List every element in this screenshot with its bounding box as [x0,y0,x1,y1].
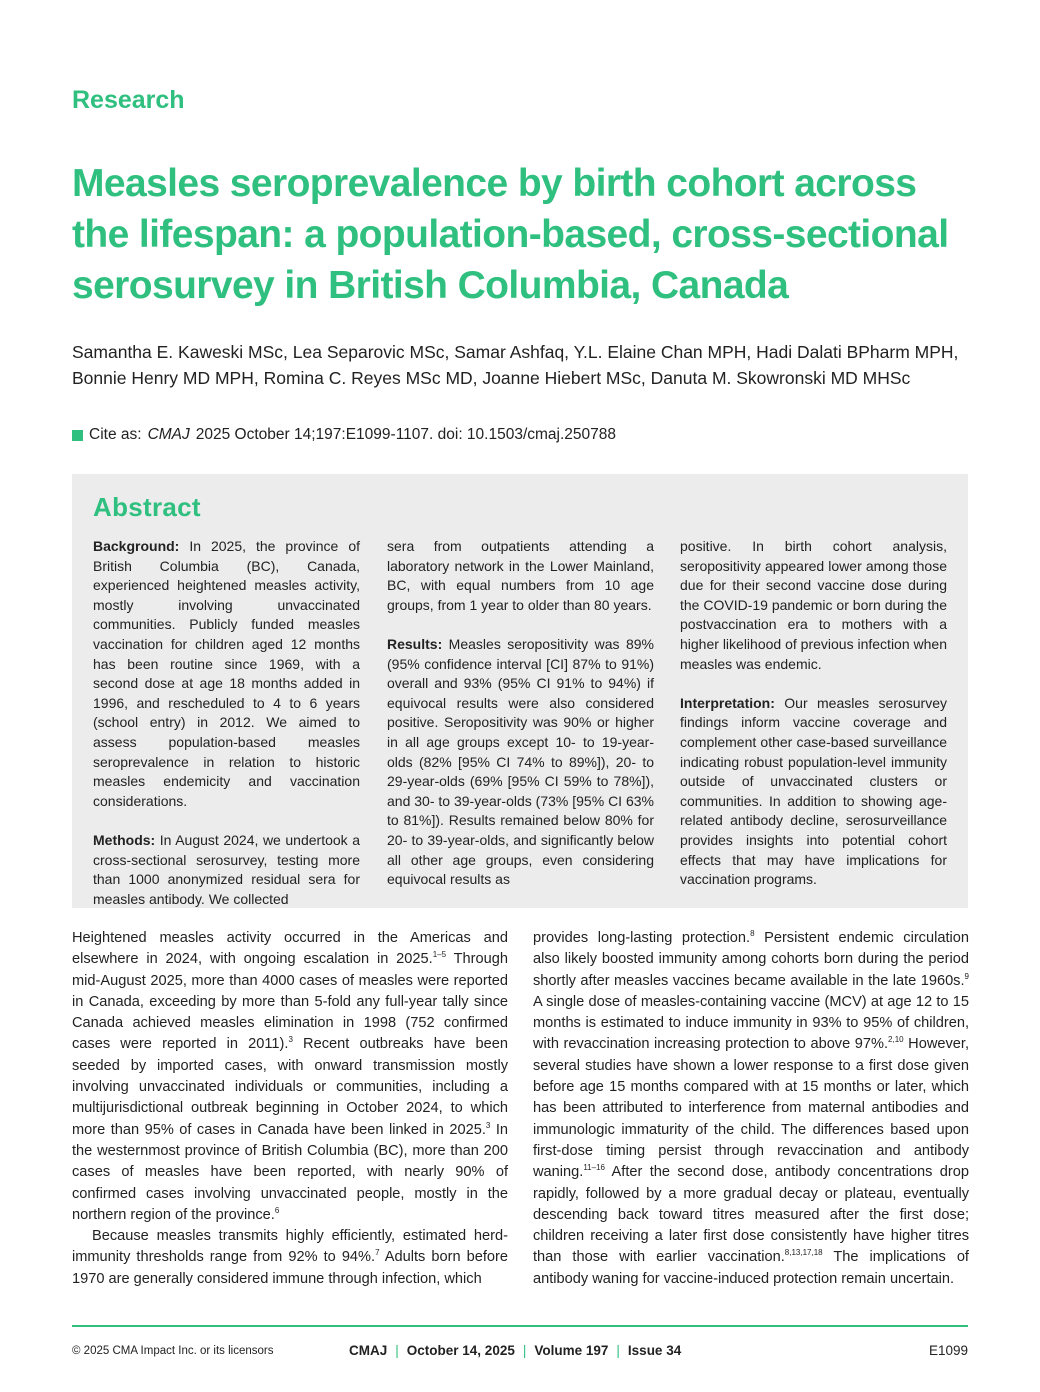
abstract-paragraph: positive. In birth cohort analysis, sero… [680,537,947,674]
body-text: However, several studies have shown a lo… [533,1036,970,1181]
body-paragraph: Heightened measles activity occurred in … [72,928,508,1226]
abstract-column: sera from outpatients attending a labora… [387,537,654,909]
abstract-text: Our measles serosurvey findings inform v… [680,694,947,888]
journal-meta: CMAJ | October 14, 2025 | Volume 197 | I… [349,1343,681,1358]
body-text: Persistent endemic circulation also like… [533,930,969,989]
abstract-paragraph: Interpretation: Our measles serosurvey f… [680,694,947,890]
body-text: In the westernmost province of British C… [72,1121,508,1223]
reference-superscript: 3 [288,1035,293,1045]
title-line: the lifespan: a population-based, cross-… [72,213,949,256]
author-list: Samantha E. Kaweski MSc, Lea Separovic M… [72,342,959,388]
abstract-paragraph: Results: Measles seropositivity was 89% … [387,635,654,890]
abstract-section-label: Methods: [93,831,156,848]
body-text: provides long-lasting protection. [533,930,751,946]
abstract-text: In 2025, the province of British Columbi… [93,538,360,809]
footer-issue: Issue 34 [627,1343,682,1358]
body-text: After the second dose, antibody concentr… [533,1164,969,1266]
cite-details: 2025 October 14;197:E1099-1107. doi: 10.… [195,426,617,443]
abstract-column: Background: In 2025, the province of Bri… [93,537,360,929]
green-square-bullet-icon [72,429,83,441]
article-title: Measles seroprevalence by birth cohort a… [72,158,949,311]
abstract-text: Measles seropositivity was 89% (95% conf… [387,635,654,888]
separator: | [616,1343,620,1358]
title-line: Measles seroprevalence by birth cohort a… [72,162,917,205]
abstract-heading: Abstract [93,492,201,522]
section-label: Research [72,86,185,114]
reference-superscript: 8,13,17,18 [784,1248,823,1258]
body-column: Heightened measles activity occurred in … [72,928,508,1290]
body-text: Because measles transmits highly efficie… [72,1228,508,1266]
abstract-paragraph: Background: In 2025, the province of Bri… [93,537,360,811]
body-column: provides long-lasting protection.8 Persi… [533,928,969,1290]
reference-superscript: 6 [274,1205,280,1215]
reference-superscript: 1–5 [432,950,447,960]
reference-superscript: 2,10 [888,1035,904,1045]
footer-date: October 14, 2025 [406,1343,515,1358]
body-text: Through mid-August 2025, more than 4000 … [72,951,508,1053]
abstract-section-label: Background: [93,538,180,554]
title-line: serosurvey in British Columbia, Canada [72,264,789,307]
separator: | [522,1343,527,1358]
abstract-text: In August 2024, we undertook a cross-sec… [93,831,360,907]
copyright: © 2025 CMA Impact Inc. or its licensors [72,1345,274,1357]
abstract-column: positive. In birth cohort analysis, sero… [680,537,947,909]
body-text: Recent outbreaks have been seeded by imp… [72,1036,508,1138]
footer-volume: Volume 197 [534,1343,609,1358]
reference-superscript: 8 [750,929,755,938]
abstract-paragraph: sera from outpatients attending a labora… [387,537,654,615]
reference-superscript: 3 [485,1120,491,1130]
body-text: Adults born before 1970 are generally co… [72,1249,508,1287]
abstract-section-label: Results: [387,635,443,652]
abstract-box: Abstract Background: In 2025, the provin… [72,474,968,908]
abstract-section-label: Interpretation: [680,694,775,711]
abstract-text: positive. In birth cohort analysis, sero… [680,538,947,672]
abstract-text: sera from outpatients attending a labora… [387,538,654,613]
footer-divider [72,1325,968,1327]
separator: | [395,1343,399,1358]
body-paragraph: provides long-lasting protection.8 Persi… [533,928,969,1290]
cite-journal: CMAJ [147,426,190,443]
body-text: The implications of antibody waning for … [533,1249,969,1287]
footer-journal: CMAJ [349,1343,388,1358]
reference-superscript: 9 [964,971,969,981]
reference-superscript: 7 [375,1248,380,1258]
cite-prefix: Cite as: [89,426,142,443]
body-text: A single dose of measles-containing vacc… [533,993,969,1053]
abstract-paragraph: Methods: In August 2024, we undertook a … [93,831,360,909]
page-number: E1099 [928,1343,968,1358]
body-text: Heightened measles activity occurred in … [72,930,508,968]
citation: Cite as: CMAJ 2025 October 14;197:E1099-… [72,426,616,444]
reference-superscript: 11–16 [583,1163,605,1173]
body-paragraph: Because measles transmits highly efficie… [72,1226,508,1290]
